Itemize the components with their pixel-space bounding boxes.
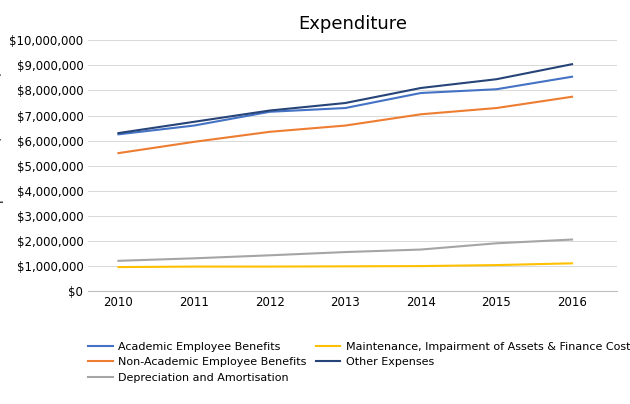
- Academic Employee Benefits: [190, 123, 198, 128]
- Other Expenses: [115, 130, 122, 135]
- Other Expenses: [266, 108, 273, 113]
- Maintenance, Impairment of Assets & Finance Costs: [266, 264, 273, 269]
- Title: Expenditure: Expenditure: [298, 15, 408, 33]
- Other Expenses: [190, 120, 198, 124]
- Academic Employee Benefits: [115, 132, 122, 137]
- Academic Employee Benefits: [341, 105, 349, 110]
- Legend: Academic Employee Benefits, Non-Academic Employee Benefits, Depreciation and Amo: Academic Employee Benefits, Non-Academic…: [88, 341, 630, 383]
- Depreciation and Amortisation: [417, 247, 425, 252]
- Other Expenses: [341, 101, 349, 105]
- Line: Academic Employee Benefits: Academic Employee Benefits: [118, 77, 572, 134]
- Line: Maintenance, Impairment of Assets & Finance Costs: Maintenance, Impairment of Assets & Fina…: [118, 263, 572, 267]
- Depreciation and Amortisation: [266, 253, 273, 258]
- Maintenance, Impairment of Assets & Finance Costs: [417, 264, 425, 269]
- Depreciation and Amortisation: [341, 250, 349, 255]
- Line: Depreciation and Amortisation: Depreciation and Amortisation: [118, 240, 572, 261]
- Academic Employee Benefits: [266, 109, 273, 114]
- Maintenance, Impairment of Assets & Finance Costs: [115, 265, 122, 269]
- Academic Employee Benefits: [568, 74, 576, 79]
- Depreciation and Amortisation: [493, 241, 500, 246]
- Non-Academic Employee Benefits: [493, 105, 500, 110]
- Depreciation and Amortisation: [568, 237, 576, 242]
- Non-Academic Employee Benefits: [190, 139, 198, 144]
- Maintenance, Impairment of Assets & Finance Costs: [568, 261, 576, 266]
- Non-Academic Employee Benefits: [341, 123, 349, 128]
- Y-axis label: annual expenditure (thousands): annual expenditure (thousands): [0, 71, 4, 261]
- Non-Academic Employee Benefits: [266, 129, 273, 134]
- Depreciation and Amortisation: [190, 256, 198, 261]
- Maintenance, Impairment of Assets & Finance Costs: [493, 263, 500, 267]
- Maintenance, Impairment of Assets & Finance Costs: [341, 264, 349, 269]
- Other Expenses: [568, 62, 576, 67]
- Non-Academic Employee Benefits: [115, 151, 122, 156]
- Non-Academic Employee Benefits: [568, 94, 576, 99]
- Depreciation and Amortisation: [115, 259, 122, 263]
- Non-Academic Employee Benefits: [417, 112, 425, 117]
- Line: Non-Academic Employee Benefits: Non-Academic Employee Benefits: [118, 97, 572, 153]
- Other Expenses: [417, 86, 425, 90]
- Line: Other Expenses: Other Expenses: [118, 64, 572, 133]
- Academic Employee Benefits: [417, 90, 425, 95]
- Other Expenses: [493, 77, 500, 82]
- Academic Employee Benefits: [493, 87, 500, 92]
- Maintenance, Impairment of Assets & Finance Costs: [190, 264, 198, 269]
